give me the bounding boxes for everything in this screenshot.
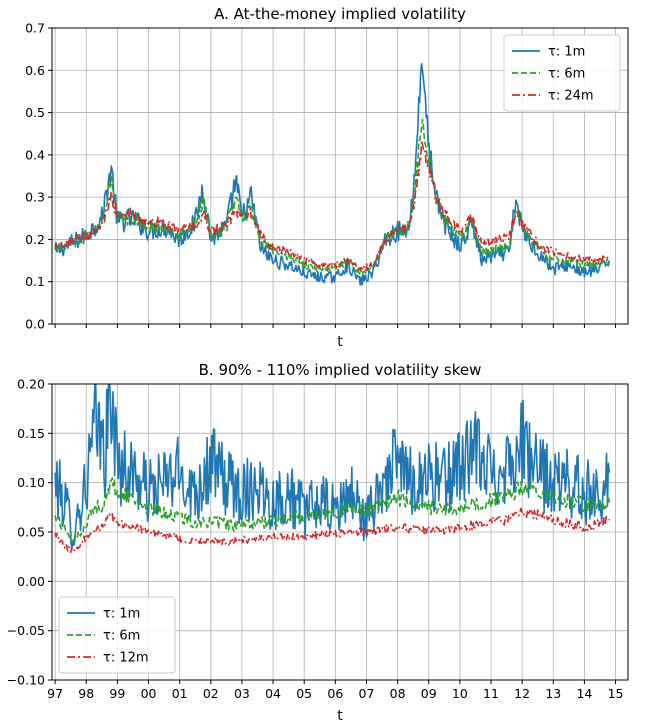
x-axis-label: t bbox=[337, 334, 343, 350]
x-tick-label: 05 bbox=[296, 686, 312, 701]
y-tick-label: 0.00 bbox=[17, 574, 45, 589]
x-tick-label: 02 bbox=[203, 686, 219, 701]
legend-box bbox=[58, 596, 176, 674]
legend-entry: τ: 6m bbox=[548, 67, 585, 82]
x-axis-label: t bbox=[337, 708, 343, 724]
y-tick-label: 0.1 bbox=[25, 274, 45, 289]
series-group bbox=[54, 63, 611, 286]
y-tick-label: 0.20 bbox=[17, 377, 45, 392]
y-tick-label: 0.3 bbox=[25, 190, 45, 205]
x-tick-label: 08 bbox=[390, 686, 406, 701]
series-group bbox=[54, 384, 611, 554]
y-tick-label: −0.05 bbox=[7, 623, 45, 638]
legend-entry: τ: 12m bbox=[103, 651, 149, 666]
x-tick-label: 04 bbox=[265, 686, 281, 701]
legend: τ: 1m τ: 6m τ: 12m bbox=[58, 596, 176, 674]
series-line-2 bbox=[54, 507, 610, 554]
legend-box bbox=[503, 34, 621, 112]
chart-title: B. 90% - 110% implied volatility skew bbox=[199, 361, 482, 379]
chart-title: A. At-the-money implied volatility bbox=[214, 5, 466, 23]
legend-entry: τ: 1m bbox=[548, 45, 585, 60]
y-tick-label: −0.10 bbox=[7, 673, 45, 688]
x-tick-label: 09 bbox=[421, 686, 437, 701]
x-tick-label: 99 bbox=[109, 686, 125, 701]
series-line-2 bbox=[54, 139, 611, 272]
x-tick-label: 13 bbox=[545, 686, 561, 701]
panel-b-implied-volatility-skew: −0.10 −0.05 0.00 0.05 0.10 0.15 0.20 97 98 99 00 01… bbox=[7, 361, 629, 724]
x-tick-label: 01 bbox=[172, 686, 188, 701]
y-tick-label: 0.10 bbox=[17, 475, 45, 490]
legend-entry: τ: 1m bbox=[103, 607, 140, 622]
series-line-0 bbox=[54, 63, 611, 286]
y-tick-label: 0.2 bbox=[25, 232, 45, 247]
x-tick-label: 11 bbox=[483, 686, 499, 701]
x-tick-label: 14 bbox=[576, 686, 592, 701]
y-tick-label: 0.6 bbox=[25, 63, 45, 78]
y-tick-label: 0.0 bbox=[25, 317, 45, 332]
legend: τ: 1m τ: 6m τ: 24m bbox=[503, 34, 621, 112]
legend-entry: τ: 24m bbox=[548, 89, 594, 104]
series-line-1 bbox=[54, 477, 611, 545]
y-tick-label: 0.5 bbox=[25, 105, 45, 120]
x-tick-label: 98 bbox=[78, 686, 94, 701]
x-tick-label: 06 bbox=[327, 686, 343, 701]
series-line-0 bbox=[54, 384, 611, 549]
y-tick-label: 0.05 bbox=[17, 525, 45, 540]
y-tick-label: 0.4 bbox=[25, 147, 45, 162]
x-tick-label: 97 bbox=[47, 686, 63, 701]
legend-entry: τ: 6m bbox=[103, 629, 140, 644]
x-tick-label: 03 bbox=[234, 686, 250, 701]
x-tick-label: 07 bbox=[359, 686, 375, 701]
x-tick-label: 12 bbox=[514, 686, 530, 701]
x-tick-label: 15 bbox=[608, 686, 624, 701]
y-tick-label: 0.15 bbox=[17, 426, 45, 441]
x-tick-label: 00 bbox=[141, 686, 157, 701]
series-line-1 bbox=[54, 118, 611, 276]
x-tick-label: 10 bbox=[452, 686, 468, 701]
panel-a-atm-implied-volatility: 0.0 0.1 0.2 0.3 0.4 0.5 0.6 0.7 A. At-the-money … bbox=[25, 5, 629, 350]
y-tick-label: 0.7 bbox=[25, 21, 45, 36]
plot-frame bbox=[51, 27, 629, 325]
